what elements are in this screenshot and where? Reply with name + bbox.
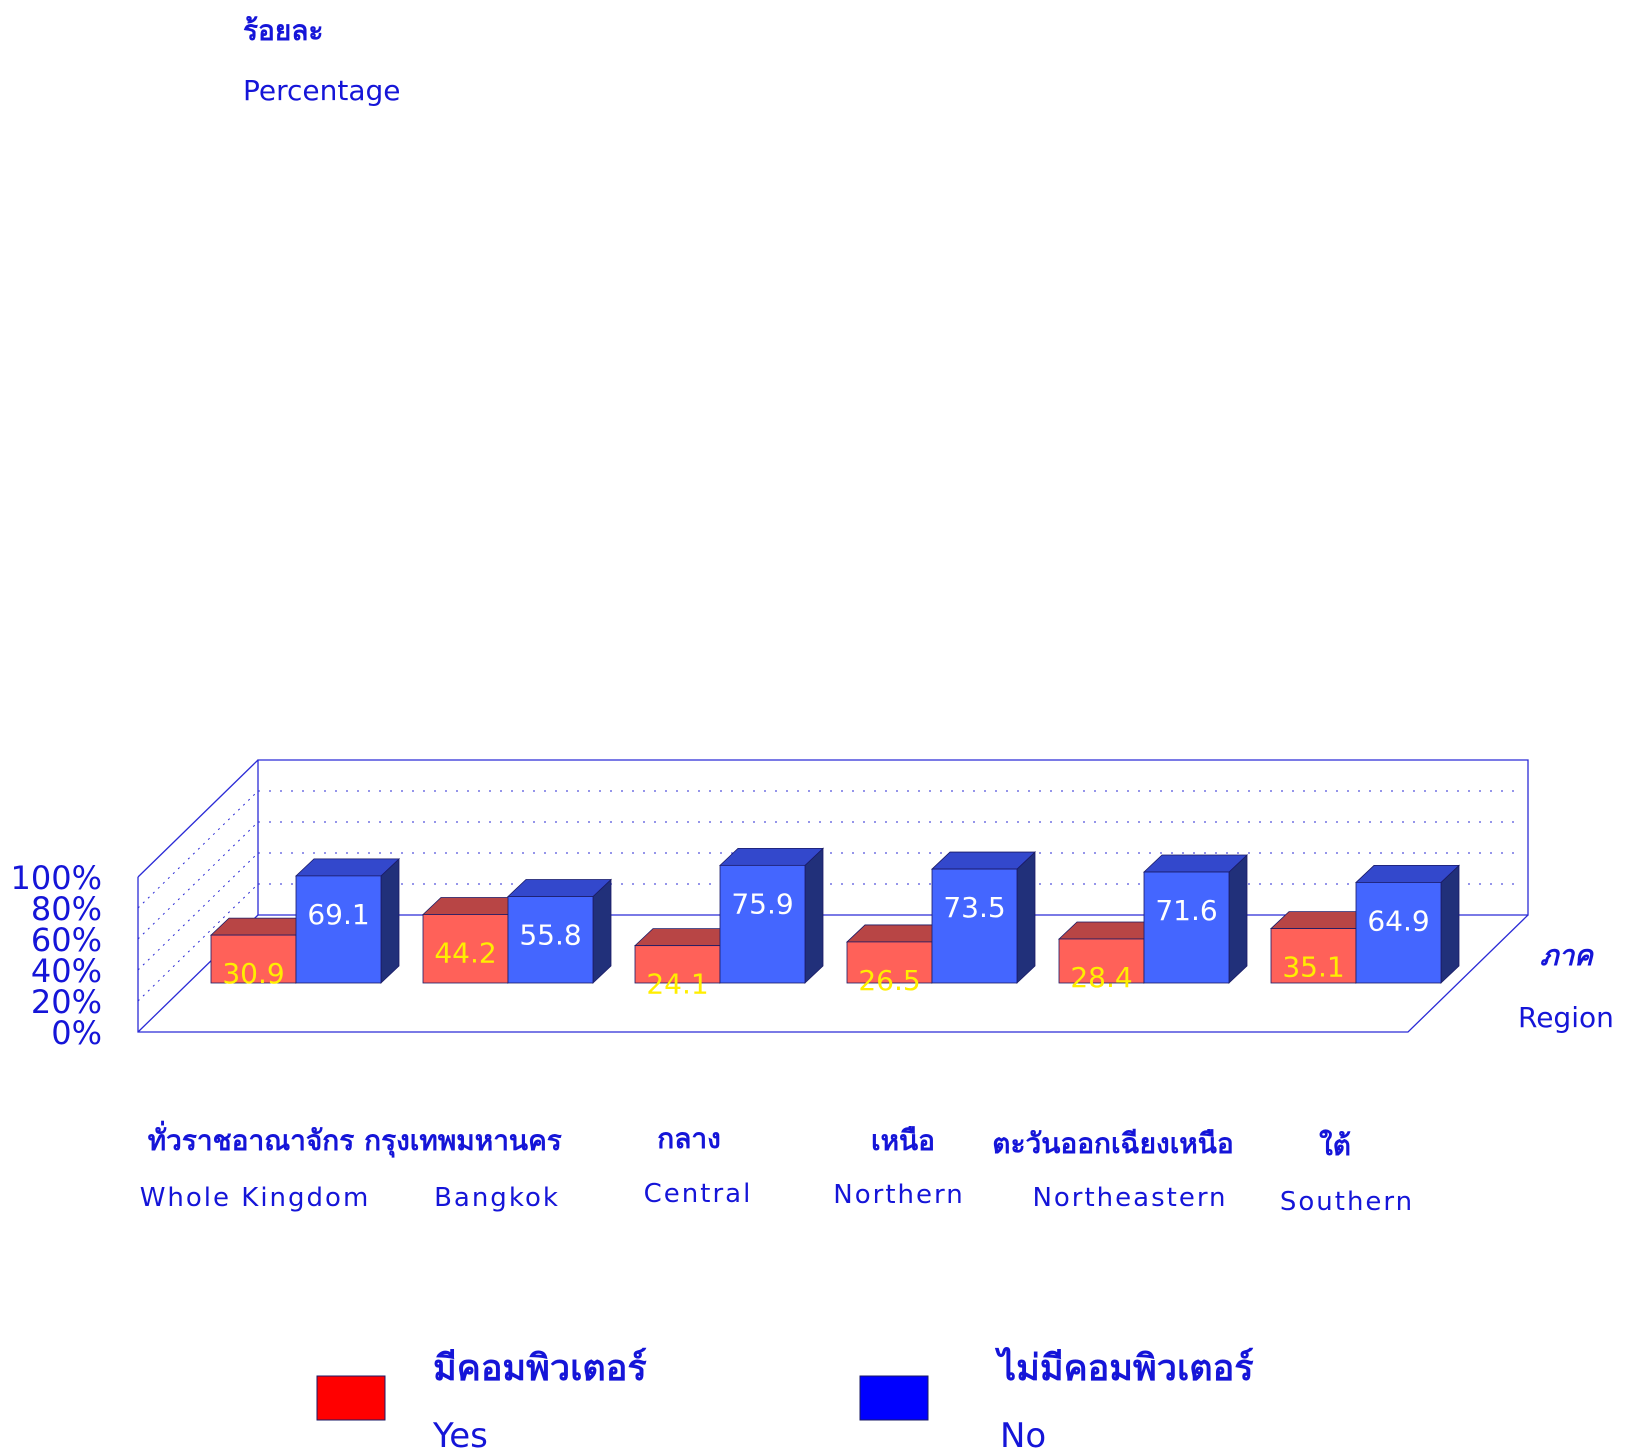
legend-label-yes-th: มีคอมพิวเตอร์ bbox=[433, 1347, 647, 1389]
x-tick-label-en: Bangkok bbox=[434, 1183, 560, 1213]
left-top-edge bbox=[137, 759, 259, 878]
data-label-no: 71.6 bbox=[1155, 894, 1217, 927]
bar-yes bbox=[634, 945, 721, 984]
y-axis-title-th: ร้อยละ bbox=[243, 14, 323, 47]
legend: มีคอมพิวเตอร์ Yes ไม่มีคอมพิวเตอร์ No bbox=[316, 1346, 1254, 1456]
bar-side-no bbox=[804, 847, 824, 984]
bar-no bbox=[295, 875, 382, 984]
data-label-no: 75.9 bbox=[731, 887, 793, 920]
bar-top-no bbox=[1354, 865, 1461, 883]
bar-yes bbox=[422, 914, 509, 984]
data-label-yes: 44.2 bbox=[434, 936, 496, 969]
bar-top-no bbox=[930, 851, 1037, 870]
x-axis-title-en: Region bbox=[1518, 1001, 1614, 1034]
bars: 30.9 69.1 44.2 55.8 24.1 75.9 26.5 73.5 28.4 71.6… bbox=[209, 847, 1461, 1001]
bar-side-no bbox=[380, 857, 400, 984]
x-tick-label-th: ทั่วราชอาณาจักร bbox=[148, 1120, 355, 1157]
bar-yes bbox=[846, 941, 933, 984]
bar-no bbox=[1143, 871, 1230, 984]
x-tick-label-th: ใต้ bbox=[1319, 1129, 1351, 1162]
x-tick-label-th: กรุงเทพมหานคร bbox=[364, 1124, 562, 1158]
y-tick-label: 60% bbox=[31, 921, 102, 959]
x-axis-title-th: ภาค bbox=[1540, 939, 1594, 972]
x-tick-label-th: เหนือ bbox=[871, 1124, 935, 1157]
bar-yes bbox=[210, 934, 297, 984]
x-axis-categories: ทั่วราชอาณาจักร Whole Kingdom กรุงเทพมหานค… bbox=[140, 1120, 1414, 1217]
y-tick-label: 80% bbox=[31, 890, 102, 928]
y-axis-ticks: 0%20%40%60%80%100% bbox=[11, 859, 102, 1052]
x-tick-label-th: กลาง bbox=[657, 1122, 721, 1155]
data-label-yes: 24.1 bbox=[646, 968, 708, 1001]
y-tick-label: 40% bbox=[31, 952, 102, 990]
bar-yes bbox=[1270, 928, 1357, 984]
data-label-yes: 28.4 bbox=[1070, 961, 1132, 994]
legend-label-yes-en: Yes bbox=[432, 1416, 488, 1456]
y-tick-label: 100% bbox=[11, 859, 102, 897]
floor-outline bbox=[137, 877, 1529, 1033]
x-tick-label-en: Southern bbox=[1280, 1187, 1414, 1217]
x-tick-label-en: Whole Kingdom bbox=[140, 1183, 371, 1213]
data-label-no: 64.9 bbox=[1367, 904, 1429, 937]
data-label-yes: 35.1 bbox=[1282, 951, 1344, 984]
bar-side-no bbox=[1228, 854, 1248, 984]
data-label-no: 73.5 bbox=[943, 891, 1005, 924]
legend-label-no-en: No bbox=[1000, 1416, 1046, 1456]
legend-swatch-yes bbox=[316, 1375, 386, 1421]
y-tick-label: 20% bbox=[31, 983, 102, 1021]
legend-label-no-th: ไม่มีคอมพิวเตอร์ bbox=[994, 1346, 1254, 1389]
data-label-yes: 30.9 bbox=[222, 957, 284, 990]
gridline-diagonal bbox=[137, 790, 259, 909]
data-label-no: 55.8 bbox=[519, 919, 581, 952]
x-tick-label-th: ตะวันออกเฉียงเหนือ bbox=[992, 1127, 1233, 1160]
bar-top-no bbox=[1142, 854, 1249, 873]
bar-no bbox=[1355, 882, 1442, 984]
data-label-yes: 26.5 bbox=[858, 964, 920, 997]
bar-no bbox=[931, 868, 1018, 984]
x-tick-label-en: Central bbox=[644, 1179, 753, 1209]
y-tick-label: 0% bbox=[51, 1014, 102, 1052]
bar-side-no bbox=[592, 878, 612, 984]
bar-yes bbox=[1058, 938, 1145, 984]
x-tick-label-en: Northeastern bbox=[1032, 1183, 1227, 1213]
bar-no bbox=[507, 896, 594, 984]
bar-side-no bbox=[1440, 864, 1460, 984]
bar-side-no bbox=[1016, 851, 1036, 984]
bar-no bbox=[719, 864, 806, 984]
x-tick-label-en: Northern bbox=[833, 1180, 964, 1210]
y-axis-title-en: Percentage bbox=[243, 74, 401, 107]
legend-swatch-no bbox=[859, 1375, 929, 1421]
data-label-no: 69.1 bbox=[307, 898, 369, 931]
bar-top-no bbox=[718, 847, 825, 866]
gridlines bbox=[137, 790, 1518, 1002]
bar-top-no bbox=[294, 858, 401, 877]
bar-top-no bbox=[506, 879, 613, 897]
back-wall bbox=[257, 759, 1529, 916]
